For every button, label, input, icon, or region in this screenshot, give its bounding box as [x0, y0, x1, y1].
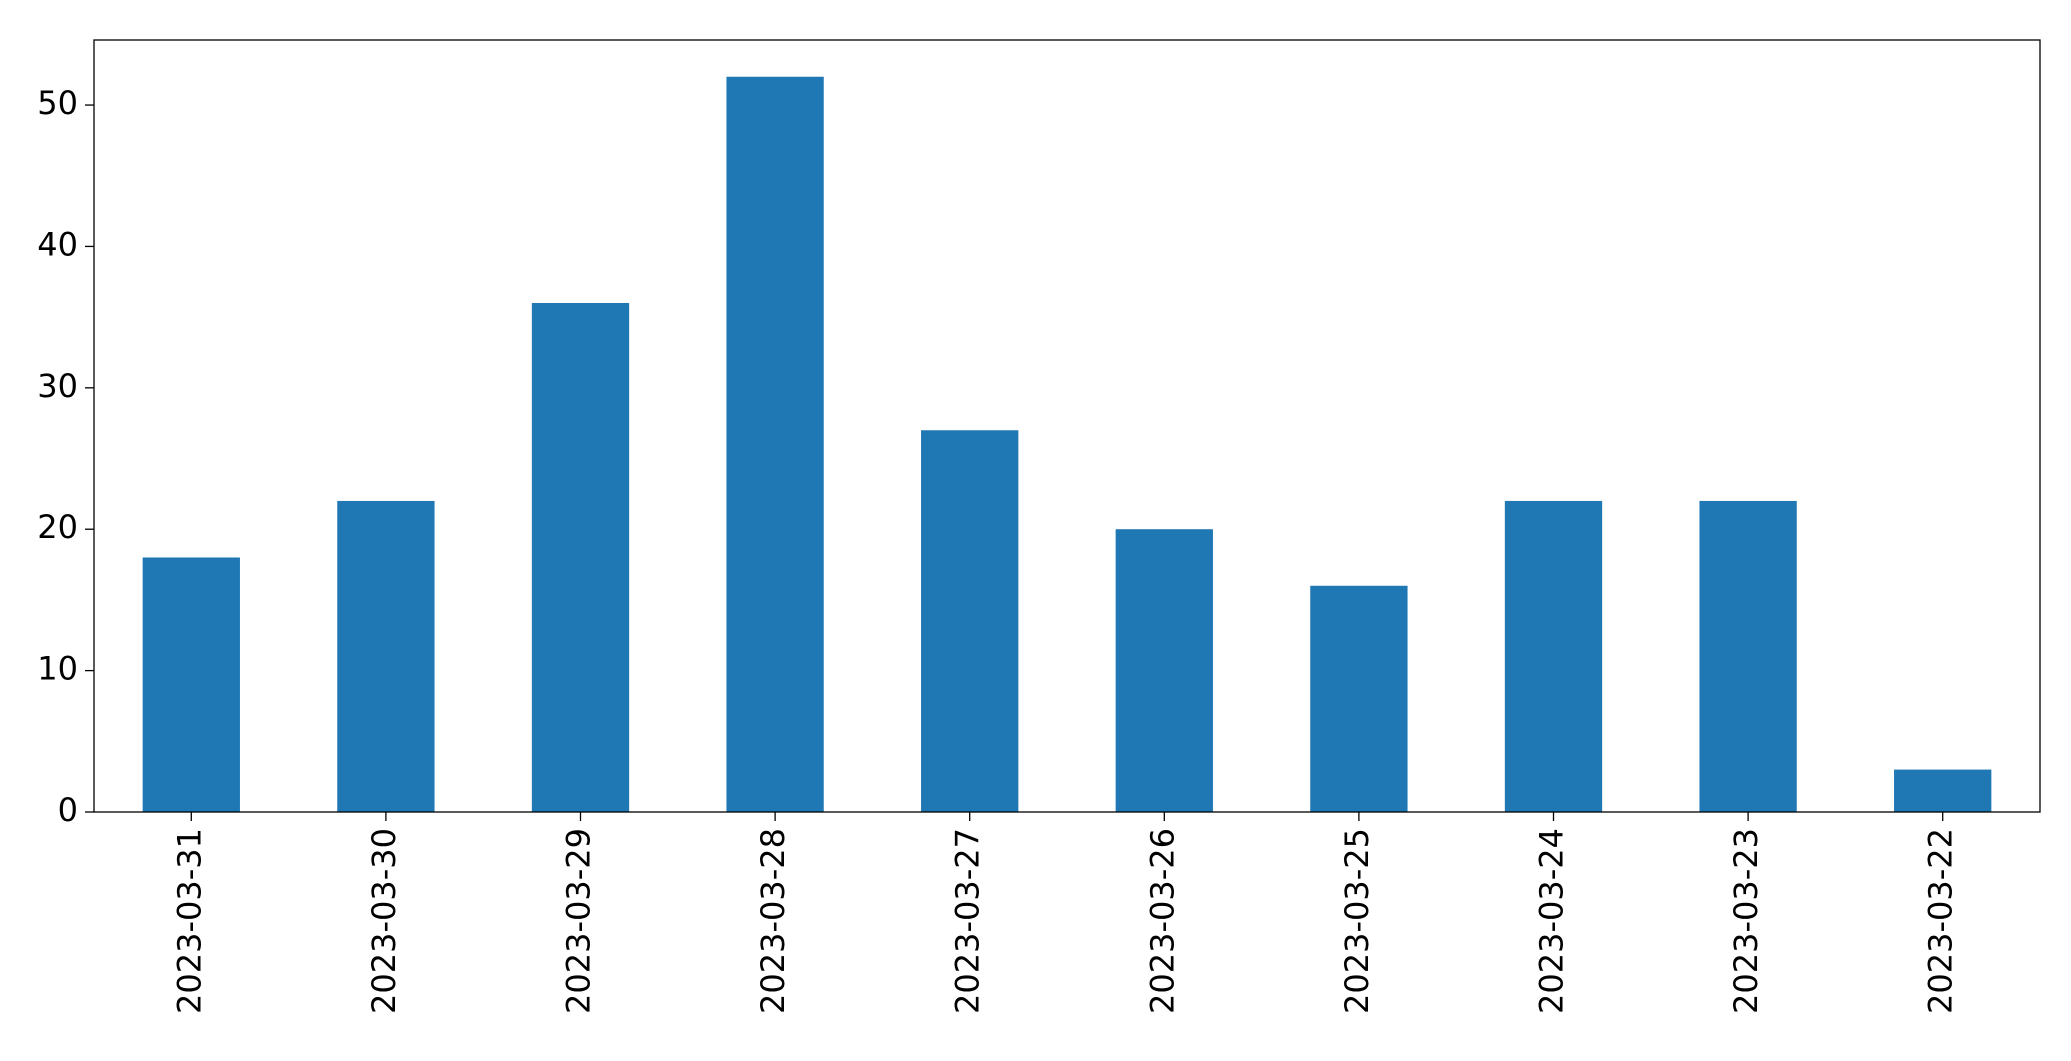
bar	[921, 430, 1019, 812]
bar	[142, 557, 240, 812]
bar	[531, 302, 630, 812]
bar	[337, 500, 435, 812]
bar	[1310, 585, 1408, 812]
x-tick-label: 2023-03-23	[1727, 828, 1765, 1014]
x-tick-label: 2023-03-22	[1922, 828, 1960, 1014]
x-tick-label: 2023-03-28	[754, 828, 792, 1014]
x-tick-label: 2023-03-27	[949, 828, 987, 1014]
bar	[726, 76, 824, 812]
bar	[1504, 500, 1603, 812]
bar	[1894, 769, 1992, 812]
bar	[1115, 529, 1213, 812]
x-tick-label: 2023-03-30	[365, 828, 403, 1014]
x-tick-label: 2023-03-26	[1143, 828, 1181, 1014]
x-tick-label: 2023-03-29	[560, 828, 598, 1014]
x-tick-label: 2023-03-24	[1533, 828, 1571, 1014]
y-tick-label: 20	[37, 508, 78, 546]
y-tick-label: 40	[37, 225, 78, 263]
y-tick-label: 50	[37, 84, 78, 122]
x-tick-label: 2023-03-25	[1338, 828, 1376, 1014]
x-tick-label: 2023-03-31	[170, 828, 208, 1014]
bar	[1699, 500, 1797, 812]
y-tick-label: 0	[58, 791, 78, 829]
plot-frame	[93, 39, 2041, 813]
y-tick-label: 30	[37, 367, 78, 405]
y-tick-label: 10	[37, 650, 78, 688]
